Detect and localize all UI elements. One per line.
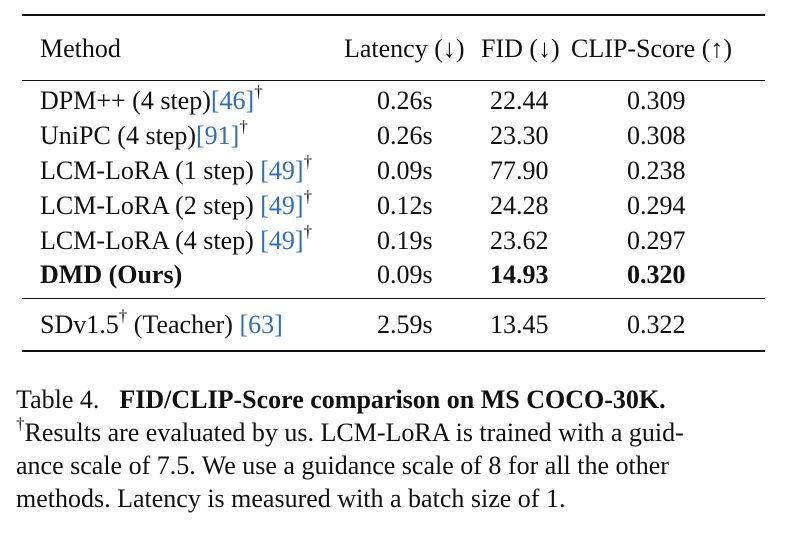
table-row-latency: 0.12s (377, 191, 433, 220)
citation-link[interactable]: [49] (260, 156, 304, 185)
table-row-latency: 0.19s (377, 226, 433, 255)
dagger-mark: † (118, 306, 128, 326)
table-row-latency: 0.26s (377, 121, 433, 150)
table-row-method: LCM-LoRA (4 step) [49]† (40, 222, 313, 255)
header-rule (22, 80, 765, 82)
caption-title: FID/CLIP-Score comparison on MS COCO-30K… (119, 385, 666, 414)
dagger-mark: † (16, 414, 25, 434)
table-row-fid: 77.90 (490, 156, 549, 185)
table-row-clip: 0.294 (627, 191, 686, 220)
table-row-method: LCM-LoRA (2 step) [49]† (40, 187, 313, 220)
table-caption: Table 4. FID/CLIP-Score comparison on MS … (16, 383, 772, 515)
caption-line: methods. Latency is measured with a batc… (16, 484, 566, 513)
header-clip-score: CLIP-Score (↑) (571, 34, 733, 63)
table-row-fid: 23.30 (490, 121, 549, 150)
table-row-fid: 24.28 (490, 191, 549, 220)
citation-link[interactable]: [49] (260, 191, 304, 220)
table-row-method-teacher: SDv1.5† (Teacher) [63] (40, 306, 283, 339)
caption-line: †Results are evaluated by us. LCM-LoRA i… (16, 414, 684, 447)
table-row-fid: 22.44 (490, 86, 549, 115)
table-row-clip-best: 0.320 (627, 260, 686, 289)
header-fid: FID (↓) (481, 34, 560, 63)
dagger-mark: † (239, 117, 248, 137)
dagger-mark: † (303, 152, 313, 172)
dagger-mark: † (254, 82, 263, 102)
table-row-fid: 23.62 (490, 226, 549, 255)
group-rule (22, 298, 765, 300)
dagger-mark: † (303, 222, 313, 242)
dagger-mark: † (303, 187, 313, 207)
table-row-fid-best: 14.93 (490, 260, 549, 289)
table-row-method: LCM-LoRA (1 step) [49]† (40, 152, 313, 185)
citation-link[interactable]: [91] (196, 121, 240, 150)
citation-link[interactable]: [46] (210, 86, 255, 115)
table-row-clip: 0.308 (627, 121, 686, 150)
table-row-method-ours: DMD (Ours) (40, 260, 183, 289)
caption-label: Table 4. (16, 385, 100, 414)
table-row-clip: 0.297 (627, 226, 686, 255)
table-row-latency: 0.26s (377, 86, 433, 115)
table-row-fid: 13.45 (490, 310, 549, 339)
citation-link[interactable]: [49] (260, 226, 304, 255)
citation-link[interactable]: [63] (239, 310, 283, 339)
table-row-latency: 2.59s (377, 310, 433, 339)
header-method: Method (40, 34, 121, 63)
table-top-rule (22, 14, 765, 16)
table-row-latency: 0.09s (377, 260, 433, 289)
caption-line: ance scale of 7.5. We use a guidance sca… (16, 451, 669, 480)
table-row-clip: 0.309 (627, 86, 686, 115)
table-row-clip: 0.322 (627, 310, 686, 339)
table-row-clip: 0.238 (627, 156, 686, 185)
header-latency: Latency (↓) (344, 34, 465, 63)
table-bottom-rule (22, 350, 765, 352)
table-row-method: DPM++ (4 step)[46]† (40, 82, 263, 115)
table-row-method: UniPC (4 step)[91]† (40, 117, 248, 150)
caption-line: Table 4. FID/CLIP-Score comparison on MS … (16, 383, 772, 416)
table-row-latency: 0.09s (377, 156, 433, 185)
